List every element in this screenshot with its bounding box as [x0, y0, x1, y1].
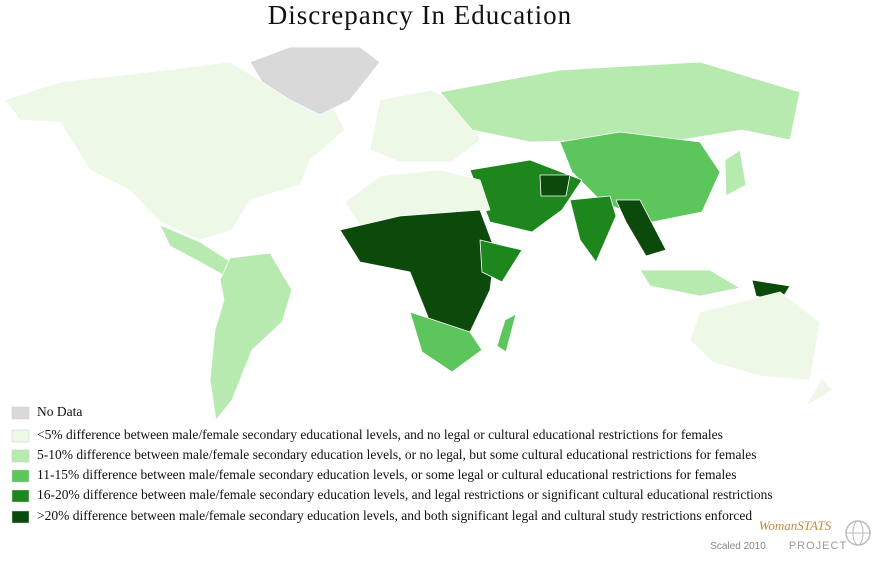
legend-swatch [11, 429, 30, 443]
australia [689, 291, 821, 381]
legend-label: >20% difference between male/female seco… [37, 508, 752, 523]
world-map [4, 46, 833, 421]
greenland [249, 46, 381, 116]
legend-label: 11-15% difference between male/female se… [37, 467, 736, 482]
legend-label: No Data [37, 404, 82, 419]
europe [369, 89, 481, 163]
india [569, 195, 617, 263]
map-title: Discrepancy In Education [268, 0, 572, 30]
south-america [209, 252, 293, 421]
afghanistan [539, 174, 571, 197]
horn-of-africa [479, 239, 523, 283]
north-america [4, 61, 346, 241]
southern-africa [409, 311, 483, 373]
legend-label: 16-20% difference between male/female se… [37, 487, 773, 502]
logo-globe [845, 520, 871, 546]
brand-project: PROJECT [789, 540, 847, 552]
legend-swatch [11, 406, 30, 420]
madagascar [496, 313, 517, 353]
southeast-asia [615, 199, 667, 257]
scale-note: Scaled 2010 [710, 541, 766, 552]
brand-name: WomanSTATS [759, 518, 832, 533]
legend-swatch [11, 510, 30, 524]
central-africa [339, 209, 496, 333]
new-zealand [805, 377, 833, 407]
legend-swatch [11, 449, 30, 463]
russia [439, 61, 801, 143]
indonesia [639, 269, 741, 297]
legend-swatch [11, 469, 30, 483]
legend-label: <5% difference between male/female secon… [37, 427, 723, 442]
legend-swatch [11, 489, 30, 503]
japan [724, 149, 747, 197]
legend-label: 5-10% difference between male/female sec… [37, 447, 756, 462]
legend: No Data <5% difference between male/femal… [11, 404, 773, 524]
